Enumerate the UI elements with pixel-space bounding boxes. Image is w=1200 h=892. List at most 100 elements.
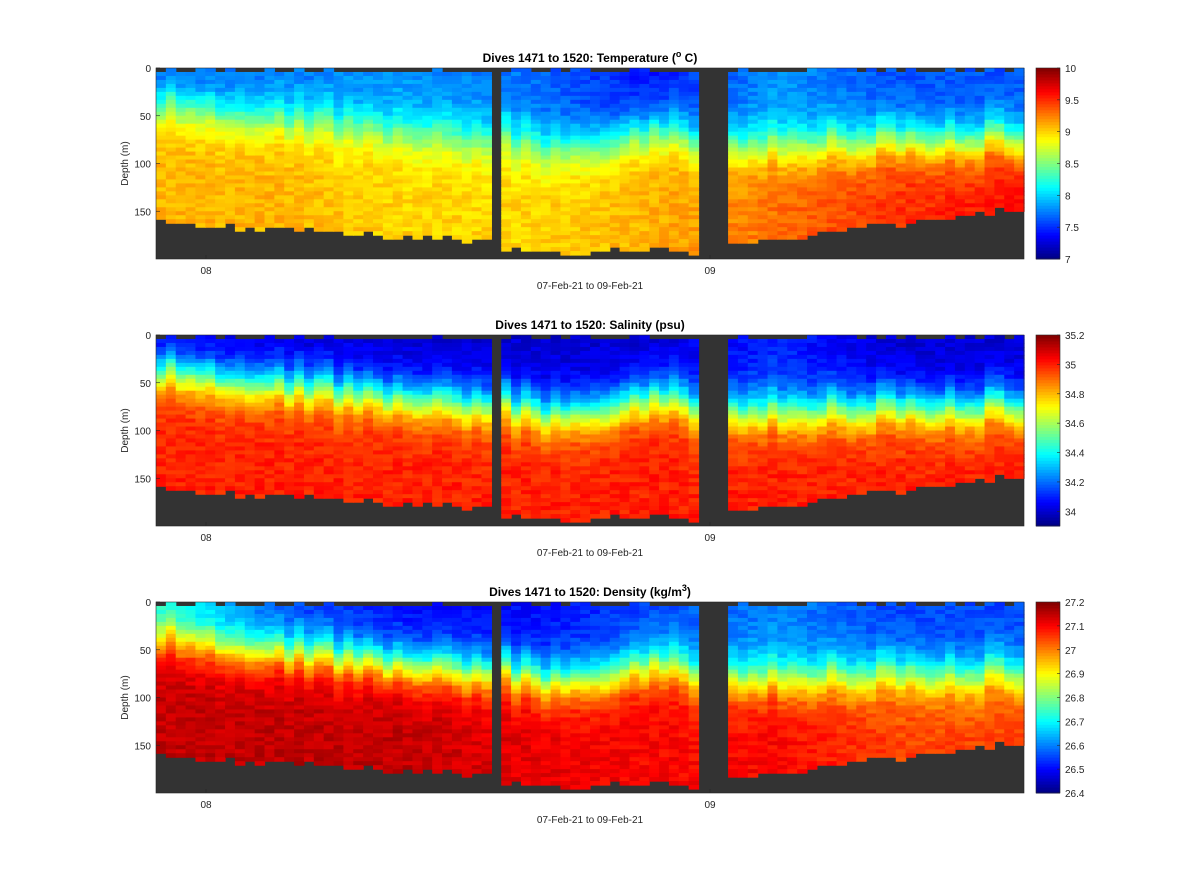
heatmap-cell [905,75,917,81]
heatmap-cell [570,207,581,212]
heatmap-cell [935,179,946,184]
heatmap-cell [185,470,197,475]
heatmap-cell [728,91,739,97]
heatmap-cell [836,99,848,105]
heatmap-cell [599,111,611,117]
heatmap-cell [323,223,335,228]
heatmap-cell [511,83,522,89]
heatmap-cell [580,87,591,93]
heatmap-cell [234,151,246,157]
heatmap-cell [777,227,788,232]
heatmap-cell [935,167,946,173]
heatmap-cell [461,215,473,220]
heatmap-cell [156,151,167,157]
heatmap-cell [974,163,986,169]
heatmap-cell [619,115,631,121]
heatmap-cell [185,163,197,169]
heatmap-cell [343,366,354,372]
heatmap-cell [175,386,187,392]
heatmap-cell [353,111,364,117]
heatmap-cell [945,111,956,117]
heatmap-cell [382,366,394,372]
heatmap-cell [225,187,236,192]
heatmap-cell [195,462,206,467]
heatmap-cell [984,195,996,200]
heatmap-cell [688,115,700,121]
heatmap-cell [432,167,443,173]
colorbar-swatch [1036,226,1060,230]
heatmap-cell [501,386,512,392]
heatmap-cell [797,227,808,232]
heatmap-cell [451,386,463,392]
heatmap-cell [688,183,700,188]
heatmap-cell [234,155,246,161]
heatmap-cell [215,414,226,420]
heatmap-cell [343,171,354,177]
heatmap-cell [511,342,522,348]
heatmap-cell [757,183,769,188]
heatmap-cell [668,231,680,236]
heatmap-cell [392,71,404,77]
heatmap-cell [580,207,591,212]
heatmap-cell [885,183,897,188]
heatmap-cell [659,215,670,220]
heatmap-cell [373,111,384,117]
heatmap-cell [580,187,591,192]
heatmap-cell [550,175,562,181]
heatmap-cell [668,195,680,200]
heatmap-cell [629,131,640,137]
heatmap-cell [1004,203,1015,208]
heatmap-cell [451,71,463,77]
heatmap-cell [382,354,394,360]
heatmap-cell [294,398,305,404]
colorbar-tick-label: 8 [1065,191,1071,202]
heatmap-cell [550,171,562,177]
heatmap-cell [215,179,226,184]
heatmap-cell [688,223,700,228]
heatmap-cell [451,223,463,228]
heatmap-cell [935,207,946,212]
heatmap-cell [382,426,394,432]
colorbar-swatch [1036,190,1060,194]
heatmap-cell [461,354,473,360]
heatmap-cell [333,382,345,388]
heatmap-cell [1004,123,1015,129]
heatmap-cell [471,462,483,467]
heatmap-cell [599,91,611,97]
heatmap-cell [639,191,650,196]
heatmap-cell [560,235,571,240]
heatmap-cell [254,342,266,348]
heatmap-cell [294,378,305,384]
heatmap-cell [244,87,256,93]
heatmap-cell [550,71,562,77]
heatmap-cell [836,123,848,129]
heatmap-cell [353,494,364,499]
heatmap-cell [501,223,512,228]
heatmap-cell [777,231,788,236]
heatmap-cell [599,183,611,188]
heatmap-cell [974,175,986,181]
heatmap-cell [165,486,177,491]
heatmap-cell [294,163,305,169]
heatmap-cell [343,183,354,188]
heatmap-cell [353,207,364,212]
heatmap-cell [481,199,492,204]
heatmap-cell [294,410,305,416]
heatmap-cell [688,171,700,177]
heatmap-cell [590,127,601,133]
heatmap-cell [501,147,512,153]
heatmap-cell [264,215,275,220]
heatmap-cell [215,354,226,360]
heatmap-cell [639,127,650,133]
heatmap-cell [747,175,759,181]
heatmap-cell [343,430,354,436]
heatmap-cell [156,374,167,380]
heatmap-cell [373,446,384,451]
heatmap-cell [225,398,236,404]
heatmap-cell [422,87,433,93]
heatmap-cell [225,203,236,208]
heatmap-cell [165,131,177,137]
heatmap-cell [382,482,394,487]
heatmap-cell [392,470,404,475]
heatmap-cell [471,414,483,420]
